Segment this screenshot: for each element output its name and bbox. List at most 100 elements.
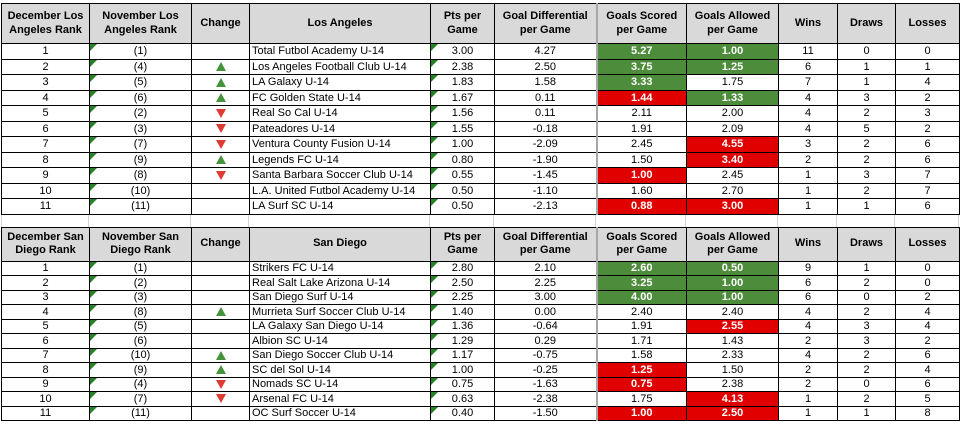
los-angeles-cell-wins[interactable]: 1 [778,167,838,184]
los-angeles-cell-draws[interactable]: 5 [837,120,896,137]
san-diego-cell-draws[interactable]: 2 [837,362,896,378]
san-diego-cell-losses[interactable]: 4 [895,362,960,378]
los-angeles-cell-ga[interactable]: 1.25 [686,58,779,75]
los-angeles-cell-nov[interactable]: (8) [89,167,192,184]
san-diego-cell-gs[interactable]: 1.91 [595,318,687,334]
san-diego-cell-team[interactable]: SC del Sol U-14 [249,362,431,378]
san-diego-cell-team[interactable]: Murrieta Surf Soccer Club U-14 [249,304,431,320]
los-angeles-cell-dec[interactable]: 9 [1,167,90,184]
san-diego-cell-gd[interactable]: 0.00 [494,304,597,320]
san-diego-cell-wins[interactable]: 2 [778,333,838,349]
san-diego-cell-team[interactable]: Real Salt Lake Arizona U-14 [249,275,431,291]
los-angeles-cell-team[interactable]: LA Galaxy U-14 [249,74,431,91]
los-angeles-header-nov[interactable]: November Los Angeles Rank [89,3,192,44]
san-diego-cell-gd[interactable]: -0.25 [494,362,597,378]
san-diego-header-nov[interactable]: November San Diego Rank [89,226,192,262]
san-diego-cell-change[interactable] [191,318,250,334]
san-diego-cell-pts[interactable]: 1.29 [430,333,495,349]
san-diego-cell-pts[interactable]: 0.40 [430,405,495,421]
los-angeles-cell-ga[interactable]: 2.00 [686,105,779,122]
los-angeles-cell-dec[interactable]: 4 [1,89,90,106]
san-diego-header-draws[interactable]: Draws [837,226,896,262]
san-diego-cell-dec[interactable]: 11 [1,405,90,421]
los-angeles-cell-pts[interactable]: 2.38 [430,58,495,75]
los-angeles-cell-nov[interactable]: (1) [89,43,192,60]
san-diego-cell-team[interactable]: Arsenal FC U-14 [249,391,431,407]
san-diego-cell-team[interactable]: Albion SC U-14 [249,333,431,349]
los-angeles-cell-losses[interactable]: 6 [895,151,960,168]
san-diego-cell-gd[interactable]: 2.10 [494,260,597,276]
los-angeles-cell-change[interactable] [191,43,250,60]
san-diego-cell-gs[interactable]: 2.60 [595,260,687,276]
san-diego-cell-pts[interactable]: 2.80 [430,260,495,276]
los-angeles-cell-draws[interactable]: 2 [837,182,896,199]
san-diego-cell-team[interactable]: OC Surf Soccer U-14 [249,405,431,421]
san-diego-cell-team[interactable]: Strikers FC U-14 [249,260,431,276]
san-diego-header-ga[interactable]: Goals Allowed per Game [686,226,779,262]
san-diego-cell-gd[interactable]: -0.75 [494,347,597,363]
san-diego-cell-gs[interactable]: 1.58 [595,347,687,363]
san-diego-cell-nov[interactable]: (3) [89,289,192,305]
los-angeles-cell-change[interactable] [191,167,250,184]
san-diego-cell-team[interactable]: Nomads SC U-14 [249,376,431,392]
los-angeles-cell-wins[interactable]: 4 [778,89,838,106]
los-angeles-cell-wins[interactable]: 3 [778,136,838,153]
san-diego-cell-dec[interactable]: 7 [1,347,90,363]
san-diego-cell-nov[interactable]: (4) [89,376,192,392]
los-angeles-cell-gs[interactable]: 2.45 [595,136,687,153]
los-angeles-cell-gs[interactable]: 1.00 [595,167,687,184]
san-diego-cell-wins[interactable]: 4 [778,318,838,334]
san-diego-cell-pts[interactable]: 0.75 [430,376,495,392]
san-diego-cell-draws[interactable]: 2 [837,391,896,407]
san-diego-cell-gs[interactable]: 1.71 [595,333,687,349]
san-diego-cell-wins[interactable]: 2 [778,376,838,392]
san-diego-cell-draws[interactable]: 2 [837,275,896,291]
san-diego-cell-dec[interactable]: 5 [1,318,90,334]
san-diego-cell-team[interactable]: San Diego Surf U-14 [249,289,431,305]
los-angeles-cell-gd[interactable]: 0.11 [494,89,597,106]
san-diego-cell-ga[interactable]: 1.00 [686,289,779,305]
los-angeles-cell-gd[interactable]: -1.10 [494,182,597,199]
los-angeles-header-gd[interactable]: Goal Differential per Game [494,3,597,44]
los-angeles-cell-gd[interactable]: 4.27 [494,43,597,60]
los-angeles-cell-nov[interactable]: (3) [89,120,192,137]
san-diego-cell-nov[interactable]: (6) [89,333,192,349]
san-diego-cell-draws[interactable]: 2 [837,347,896,363]
los-angeles-cell-pts[interactable]: 1.83 [430,74,495,91]
los-angeles-cell-wins[interactable]: 7 [778,74,838,91]
los-angeles-cell-losses[interactable]: 7 [895,167,960,184]
los-angeles-cell-draws[interactable]: 2 [837,105,896,122]
san-diego-cell-losses[interactable]: 4 [895,318,960,334]
los-angeles-cell-losses[interactable]: 2 [895,89,960,106]
san-diego-cell-wins[interactable]: 1 [778,405,838,421]
los-angeles-cell-losses[interactable]: 3 [895,105,960,122]
san-diego-cell-gd[interactable]: -1.50 [494,405,597,421]
los-angeles-cell-wins[interactable]: 4 [778,105,838,122]
los-angeles-cell-dec[interactable]: 11 [1,198,90,215]
san-diego-cell-draws[interactable]: 0 [837,376,896,392]
los-angeles-cell-dec[interactable]: 10 [1,182,90,199]
los-angeles-cell-dec[interactable]: 8 [1,151,90,168]
san-diego-cell-dec[interactable]: 3 [1,289,90,305]
san-diego-cell-change[interactable] [191,275,250,291]
los-angeles-cell-draws[interactable]: 1 [837,198,896,215]
los-angeles-cell-ga[interactable]: 1.33 [686,89,779,106]
los-angeles-cell-gs[interactable]: 1.60 [595,182,687,199]
los-angeles-cell-draws[interactable]: 1 [837,74,896,91]
san-diego-header-pts[interactable]: Pts per Game [430,226,495,262]
los-angeles-cell-draws[interactable]: 1 [837,58,896,75]
los-angeles-cell-losses[interactable]: 7 [895,182,960,199]
san-diego-cell-losses[interactable]: 5 [895,391,960,407]
san-diego-cell-nov[interactable]: (9) [89,362,192,378]
los-angeles-cell-team[interactable]: Santa Barbara Soccer Club U-14 [249,167,431,184]
los-angeles-cell-gs[interactable]: 0.88 [595,198,687,215]
los-angeles-header-team[interactable]: Los Angeles [249,3,431,44]
los-angeles-cell-losses[interactable]: 6 [895,136,960,153]
los-angeles-cell-pts[interactable]: 3.00 [430,43,495,60]
san-diego-cell-draws[interactable]: 0 [837,289,896,305]
los-angeles-cell-draws[interactable]: 0 [837,43,896,60]
los-angeles-cell-team[interactable]: Ventura County Fusion U-14 [249,136,431,153]
los-angeles-header-gs[interactable]: Goals Scored per Game [595,3,687,44]
san-diego-cell-losses[interactable]: 6 [895,376,960,392]
los-angeles-cell-change[interactable] [191,74,250,91]
